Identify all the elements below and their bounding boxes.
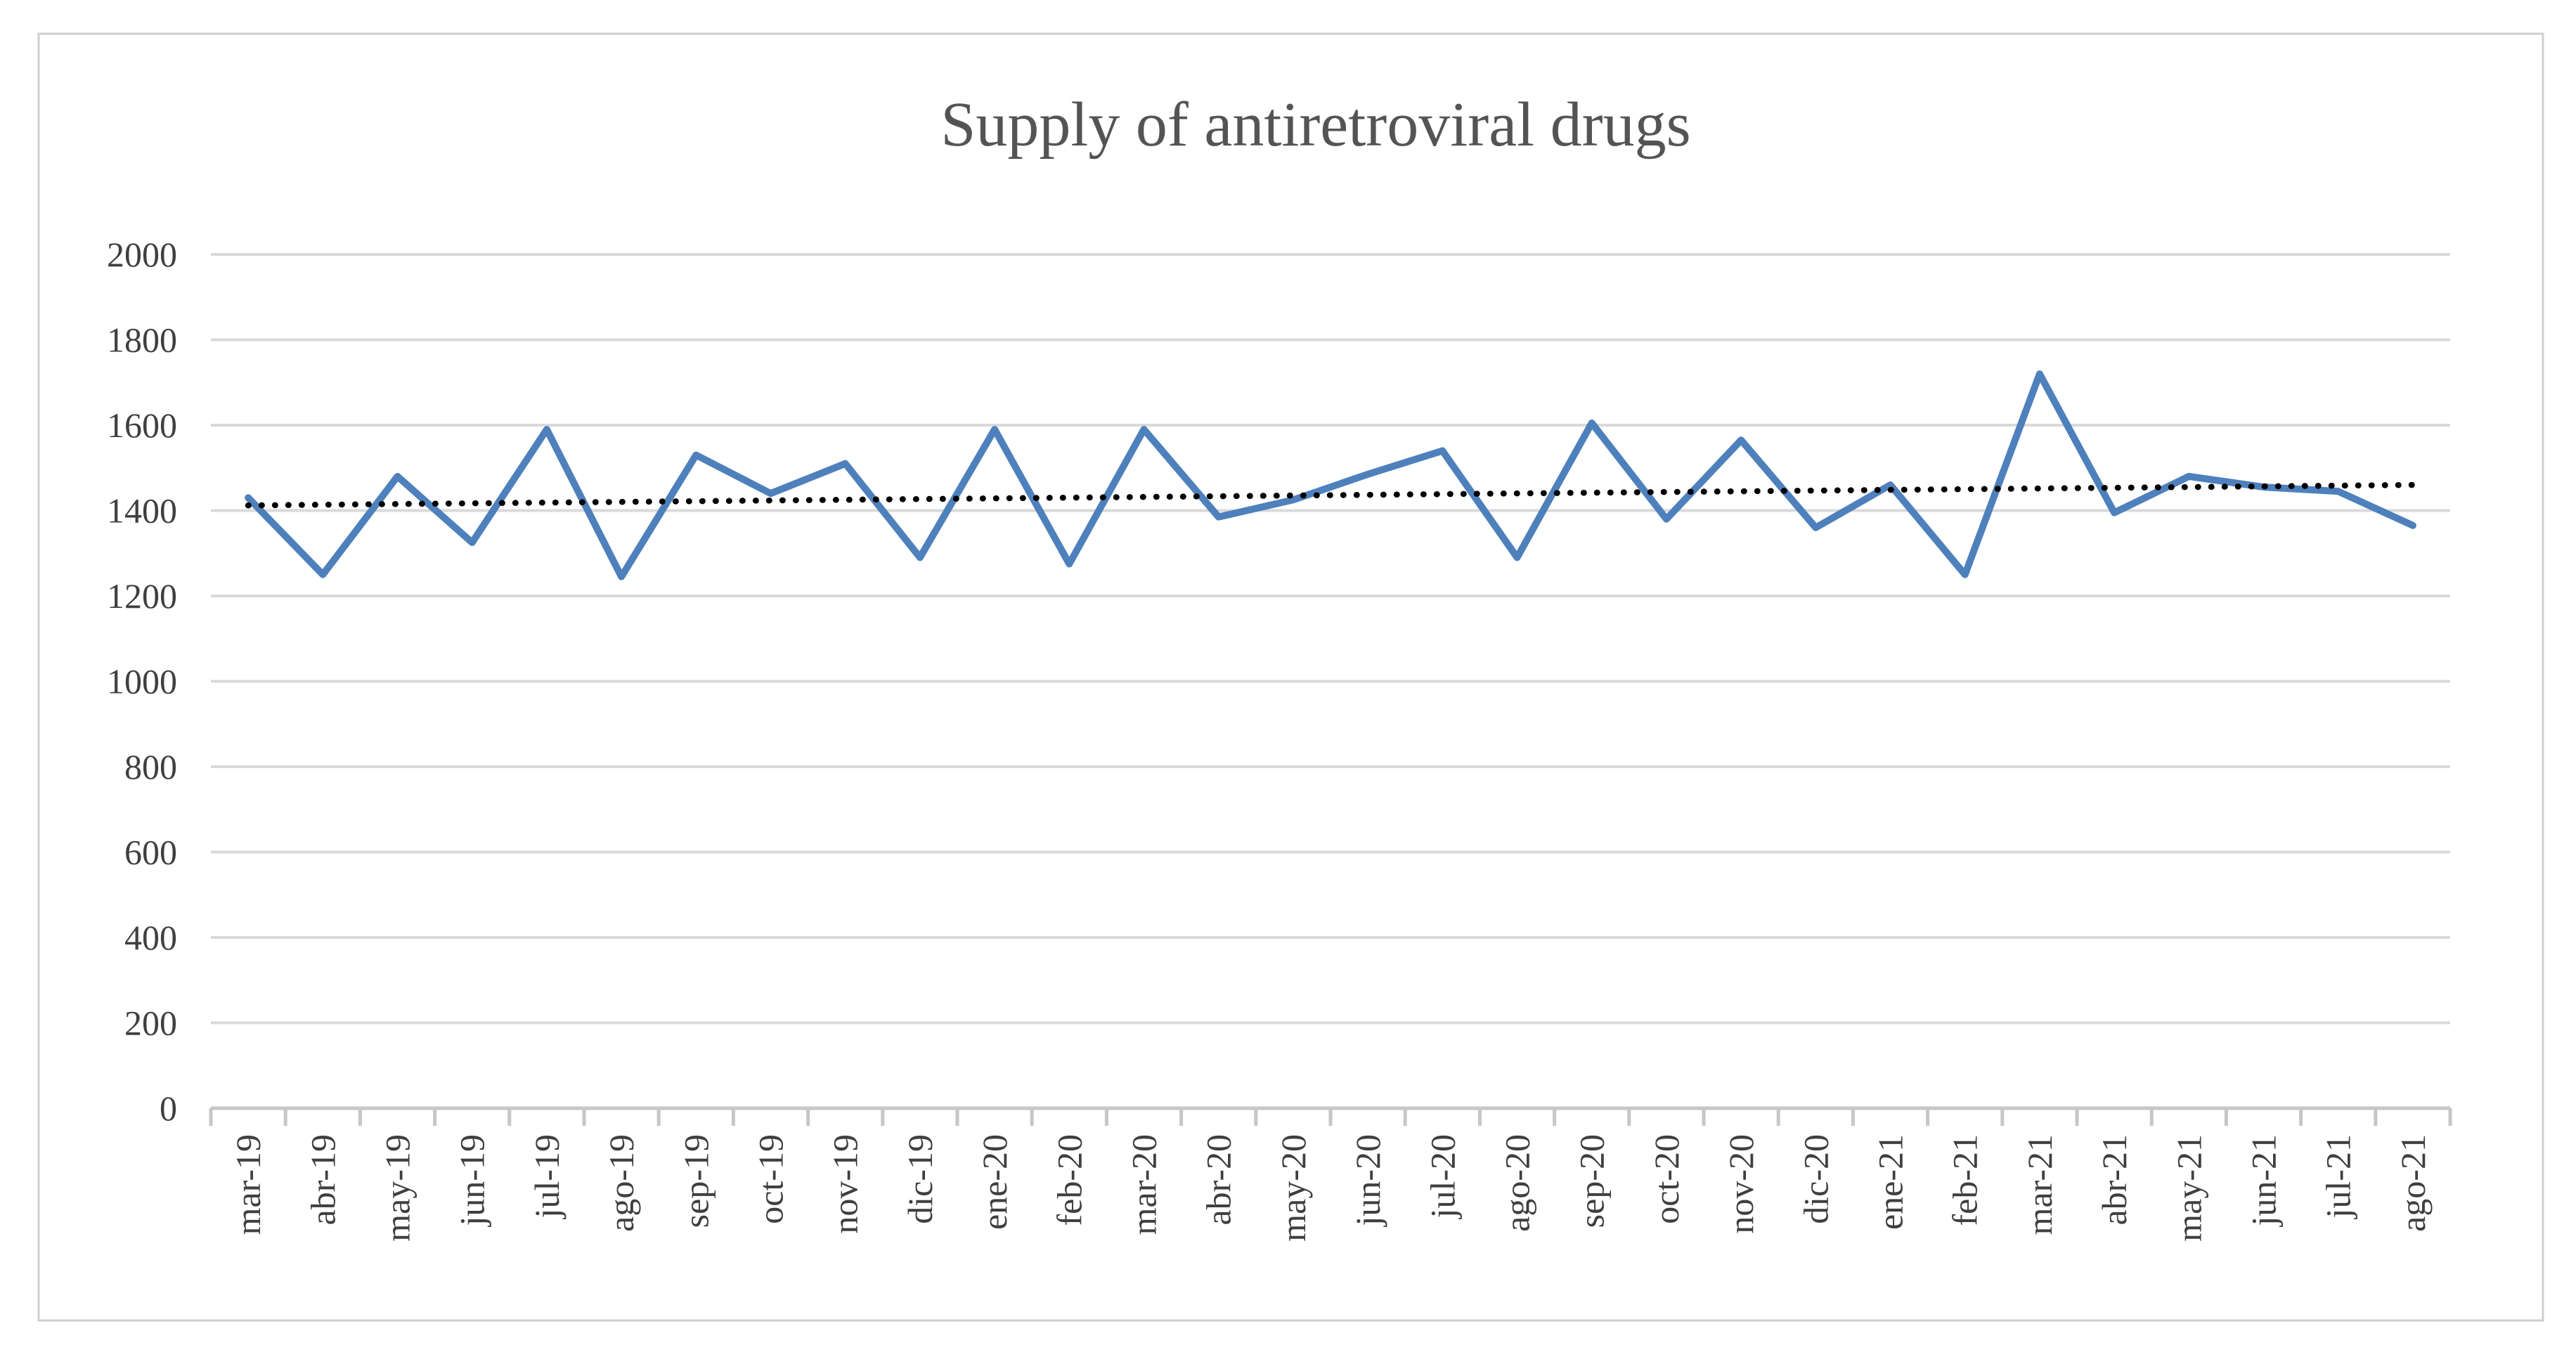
x-tick-label: jun-20	[1348, 1134, 1387, 1228]
x-tick-label: dic-20	[1796, 1134, 1835, 1224]
y-tick-label: 2000	[107, 235, 177, 274]
y-tick-label: 200	[124, 1004, 177, 1043]
x-tick-label: jul-21	[2319, 1134, 2358, 1219]
x-tick-label: abr-21	[2095, 1134, 2134, 1226]
x-tick-label: may-21	[2169, 1134, 2208, 1242]
gridlines	[211, 253, 2450, 1025]
x-tick-label: jun-21	[2244, 1134, 2284, 1228]
x-tick-label: ago-21	[2393, 1134, 2433, 1232]
y-tick-label: 600	[124, 833, 177, 872]
trendline	[245, 481, 2416, 509]
x-tick-label: feb-21	[1946, 1134, 1985, 1226]
x-tick-label: mar-19	[228, 1134, 268, 1235]
x-tick-label: sep-20	[1572, 1134, 1612, 1228]
x-tick-label: may-19	[378, 1134, 418, 1242]
x-tick-label: nov-19	[826, 1134, 865, 1234]
x-tick-label: nov-20	[1721, 1134, 1761, 1234]
x-tick-label: ene-21	[1871, 1134, 1910, 1230]
y-tick-label: 1400	[107, 491, 177, 531]
x-tick-label: abr-19	[303, 1134, 342, 1226]
chart-border	[37, 32, 2544, 1322]
y-tick-label: 1200	[107, 576, 177, 616]
series-line	[245, 370, 2416, 580]
x-tick-label: oct-20	[1647, 1134, 1686, 1224]
y-tick-label: 800	[124, 747, 177, 786]
x-tick-label: mar-20	[1125, 1134, 1164, 1235]
x-tick-label: sep-19	[676, 1134, 716, 1228]
chart-title: Supply of antiretroviral drugs	[940, 90, 1690, 160]
y-tick-label: 1600	[107, 405, 177, 445]
x-axis	[209, 1106, 2452, 1126]
x-tick-label: oct-19	[751, 1134, 791, 1224]
x-tick-label: jul-20	[1423, 1134, 1462, 1219]
x-tick-label: ago-20	[1498, 1134, 1537, 1232]
y-axis-labels: 0 200 400 600 800 1000 1200 1400 1600 1800 2000	[107, 235, 177, 1128]
y-tick-label: 1000	[107, 662, 177, 701]
x-tick-label: dic-19	[900, 1134, 940, 1224]
y-tick-label: 400	[124, 918, 177, 957]
x-tick-label: ene-20	[975, 1134, 1014, 1230]
x-tick-label: mar-21	[2020, 1134, 2059, 1235]
x-tick-label: feb-20	[1049, 1134, 1089, 1226]
y-tick-label: 0	[160, 1089, 177, 1128]
x-tick-label: abr-20	[1199, 1134, 1238, 1226]
x-axis-labels: mar-19 abr-19 may-19 jun-19 jul-19 ago-19 sep-…	[228, 1134, 2433, 1242]
x-tick-label: may-20	[1274, 1134, 1313, 1242]
x-tick-label: jul-19	[527, 1134, 567, 1219]
x-tick-label: jun-19	[453, 1134, 492, 1228]
y-tick-label: 1800	[107, 320, 177, 360]
x-tick-label: ago-19	[602, 1134, 641, 1232]
